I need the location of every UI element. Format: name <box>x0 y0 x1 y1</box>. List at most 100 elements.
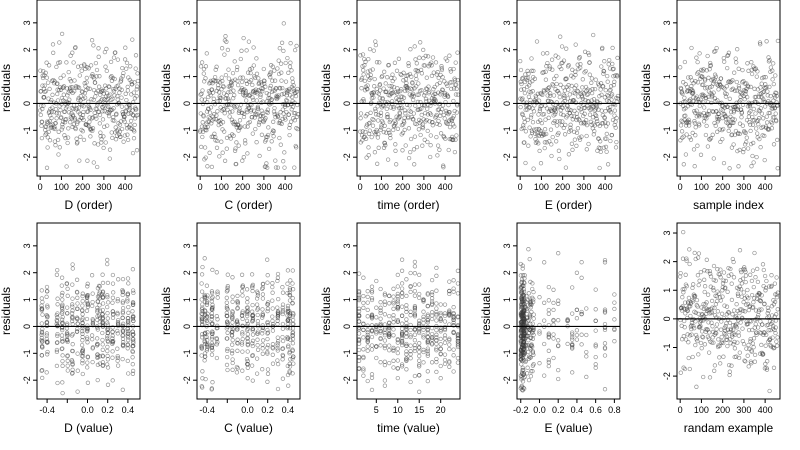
data-point <box>412 293 418 298</box>
data-point <box>43 88 49 94</box>
data-point <box>520 266 525 271</box>
data-point <box>392 60 398 65</box>
data-point <box>688 300 694 305</box>
data-point <box>213 78 219 84</box>
data-point <box>200 302 205 307</box>
data-point <box>455 332 461 337</box>
data-point <box>249 115 255 120</box>
data-point <box>243 89 249 94</box>
data-point <box>235 301 240 306</box>
data-point <box>425 304 430 309</box>
data-point <box>210 330 215 335</box>
data-point <box>686 123 692 128</box>
data-point <box>540 92 545 97</box>
data-point <box>401 70 406 75</box>
data-point <box>589 76 595 81</box>
data-point <box>438 72 443 78</box>
data-point <box>736 66 741 71</box>
data-point <box>442 340 448 345</box>
data-point <box>361 347 366 352</box>
data-point <box>58 85 63 90</box>
data-point <box>235 82 241 88</box>
data-point <box>39 353 45 358</box>
data-point <box>574 328 580 333</box>
data-point <box>214 336 219 341</box>
data-point <box>752 296 757 301</box>
data-point <box>425 378 430 384</box>
data-point <box>404 293 409 299</box>
data-point <box>451 330 456 335</box>
y-tick-label: -1 <box>502 126 512 134</box>
data-point <box>290 76 295 81</box>
data-point <box>230 70 236 76</box>
data-point <box>685 332 690 337</box>
data-point <box>110 339 115 344</box>
data-point <box>85 158 90 163</box>
data-point <box>85 336 90 342</box>
data-point <box>683 123 689 128</box>
data-point <box>66 69 71 75</box>
data-point <box>202 354 208 359</box>
data-point <box>701 306 706 311</box>
data-point <box>275 348 280 353</box>
data-point <box>743 273 749 278</box>
data-point <box>275 361 281 367</box>
y-tick-label: 3 <box>182 20 192 25</box>
data-point <box>60 390 65 396</box>
x-tick-label: -0.4 <box>39 405 55 415</box>
data-point <box>110 349 115 354</box>
data-point <box>279 92 285 97</box>
data-point <box>755 131 760 136</box>
data-point <box>260 328 265 333</box>
data-point <box>551 300 556 306</box>
data-point <box>200 264 205 270</box>
data-point <box>421 55 426 61</box>
data-point <box>738 267 743 273</box>
data-point <box>690 285 695 291</box>
data-point <box>106 84 111 89</box>
y-tick-label: 0 <box>662 101 672 106</box>
data-point <box>286 383 291 388</box>
data-point <box>240 283 245 288</box>
data-point <box>229 83 234 88</box>
data-point <box>561 112 566 118</box>
data-point <box>570 346 575 351</box>
y-tick-label: 1 <box>662 74 672 79</box>
data-point <box>131 290 136 296</box>
data-point <box>378 110 384 115</box>
data-point <box>65 338 70 343</box>
data-point <box>708 136 714 141</box>
data-point <box>95 341 100 347</box>
data-point <box>38 68 43 73</box>
data-point <box>744 81 749 86</box>
data-point <box>88 134 93 139</box>
data-point <box>417 272 422 278</box>
data-point <box>290 287 296 292</box>
data-point <box>552 76 557 81</box>
data-point <box>255 104 261 109</box>
data-point <box>241 155 246 160</box>
data-point <box>203 155 208 160</box>
data-point <box>243 141 248 146</box>
data-point <box>417 321 422 326</box>
data-point <box>260 286 265 291</box>
data-point <box>542 373 547 378</box>
data-point <box>387 293 392 299</box>
y-tick-label: 0 <box>22 324 32 329</box>
data-point <box>709 340 714 345</box>
data-point <box>741 341 747 347</box>
data-point <box>100 295 106 300</box>
data-point <box>570 67 575 72</box>
data-point <box>216 90 222 95</box>
data-point <box>42 89 48 95</box>
data-point <box>763 75 768 80</box>
data-point <box>260 367 265 372</box>
data-point <box>545 60 550 66</box>
data-point <box>713 278 718 283</box>
data-point <box>380 120 386 125</box>
data-point <box>59 333 65 338</box>
y-tick-label: 2 <box>662 47 672 52</box>
data-point <box>384 102 389 107</box>
